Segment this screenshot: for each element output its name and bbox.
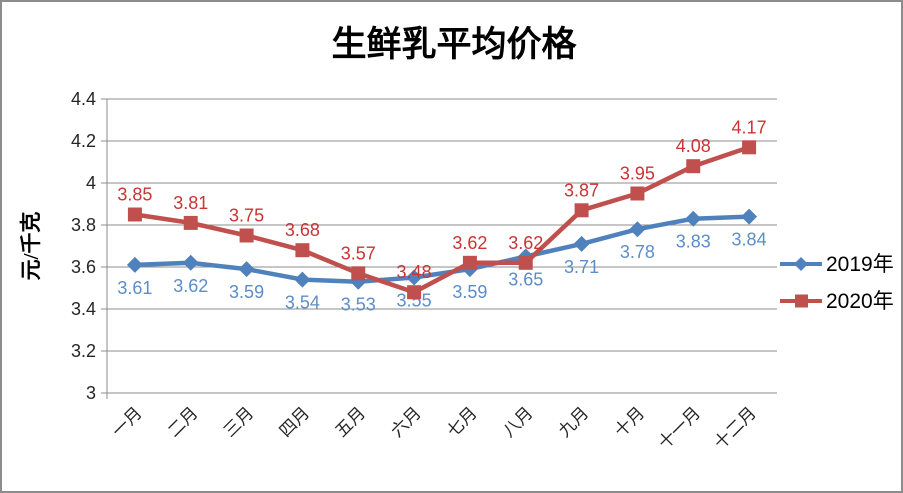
marker-2019年-11 (685, 210, 702, 227)
data-label-2019年-5: 3.53 (341, 295, 376, 315)
marker-2020年-7 (462, 255, 477, 270)
marker-2020年-10 (630, 186, 645, 201)
data-label-2020年-8: 3.62 (508, 233, 543, 253)
marker-2020年-5 (351, 266, 366, 281)
marker-2019年-9 (573, 235, 590, 252)
marker-2019年-6 (406, 269, 423, 286)
series-line-2020年 (132, 145, 752, 295)
legend-label-2019年: 2019年 (826, 253, 894, 276)
x-category-label: 十月 (611, 403, 648, 440)
y-axis-title: 元/千克 (19, 212, 43, 281)
y-tick-label: 4.4 (71, 89, 96, 109)
data-label-2019年-4: 3.54 (285, 293, 320, 313)
data-label-2020年-10: 3.95 (620, 164, 655, 184)
series-line-2019年 (132, 214, 752, 284)
x-category-label: 十二月 (710, 403, 759, 452)
marker-2020年-9 (574, 203, 589, 218)
data-label-2019年-1: 3.61 (117, 278, 152, 298)
data-label-2019年-7: 3.59 (452, 282, 487, 302)
marker-2020年-12 (742, 140, 757, 155)
marker-2019年-12 (741, 208, 758, 225)
data-label-2019年-3: 3.59 (229, 282, 264, 302)
marker-2020年-6 (407, 285, 422, 300)
x-category-label: 八月 (499, 403, 536, 440)
x-category-label: 一月 (108, 403, 145, 440)
data-label-2019年-12: 3.84 (732, 230, 767, 250)
data-label-2019年-11: 3.83 (676, 232, 711, 252)
data-label-2019年-2: 3.62 (173, 276, 208, 296)
legend: 2019年 2020年 (780, 253, 894, 313)
y-tick-label: 3.4 (71, 299, 96, 319)
y-tick-label: 4 (86, 173, 96, 193)
marker-2020年-1 (127, 207, 142, 222)
marker-2019年-10 (629, 221, 646, 238)
data-label-2020年-3: 3.75 (229, 206, 264, 226)
data-label-2020年-9: 3.87 (564, 180, 599, 200)
x-category-label: 三月 (220, 403, 257, 440)
marker-2019年-2 (182, 254, 199, 271)
plot-area: 33.23.43.63.844.24.4一月 二月 三月 四月 五月 六月 七月 八月 九月 十月… (71, 89, 777, 453)
y-tick-label: 3.2 (71, 341, 96, 361)
marker-2020年-8 (518, 255, 533, 270)
legend-item-2019年: 2019年 (780, 253, 894, 276)
y-tick-label: 3.8 (71, 215, 96, 235)
y-tick-label: 3 (86, 383, 96, 403)
data-label-2020年-6: 3.48 (397, 262, 432, 282)
data-label-2020年-2: 3.81 (173, 193, 208, 213)
x-category-label: 七月 (443, 403, 480, 440)
data-label-2020年-4: 3.68 (285, 220, 320, 240)
marker-2020年-11 (686, 159, 701, 174)
marker-2020年-2 (183, 215, 198, 230)
y-tick-label: 3.6 (71, 257, 96, 277)
data-label-2020年-11: 4.08 (676, 136, 711, 156)
marker-2019年-1 (126, 256, 143, 273)
x-category-label: 九月 (555, 403, 592, 440)
legend-item-2020年: 2020年 (780, 290, 894, 313)
marker-2019年-4 (294, 271, 311, 288)
marker-2020年-3 (239, 228, 254, 243)
data-label-2020年-7: 3.62 (452, 233, 487, 253)
data-label-2020年-1: 3.85 (117, 185, 152, 205)
marker-2019年-3 (238, 261, 255, 278)
legend-marker-2019年 (794, 257, 808, 271)
data-label-2019年-8: 3.65 (508, 270, 543, 290)
x-category-label: 五月 (332, 403, 369, 440)
legend-label-2020年: 2020年 (826, 290, 894, 313)
data-label-2019年-9: 3.71 (564, 257, 599, 277)
x-category-label: 十一月 (655, 403, 704, 452)
data-label-2019年-10: 3.78 (620, 242, 655, 262)
x-category-label: 二月 (164, 403, 201, 440)
data-label-2020年-5: 3.57 (341, 243, 376, 263)
data-label-2019年-6: 3.55 (397, 291, 432, 311)
marker-2020年-4 (295, 243, 310, 258)
chart-title: 生鲜乳平均价格 (331, 25, 577, 64)
legend-marker-2020年 (795, 294, 808, 308)
x-category-label: 四月 (276, 403, 313, 440)
x-category-label: 六月 (387, 403, 424, 440)
y-tick-label: 4.2 (71, 131, 96, 151)
data-label-2020年-12: 4.17 (732, 117, 767, 137)
